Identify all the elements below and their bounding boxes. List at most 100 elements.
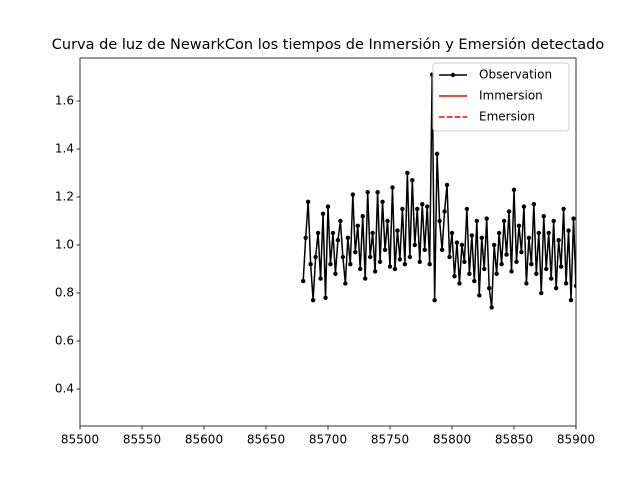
data-point [509, 269, 514, 274]
data-point [449, 230, 455, 236]
data-point [459, 242, 465, 248]
x-tick-label: 85500 [61, 433, 99, 447]
x-tick-label: 85900 [557, 433, 595, 447]
data-point [539, 290, 544, 296]
data-point [343, 281, 348, 286]
data-point [358, 266, 363, 272]
data-point [325, 204, 331, 209]
data-point [571, 216, 576, 221]
data-point [417, 259, 422, 265]
data-point [484, 216, 489, 221]
data-point [553, 286, 559, 291]
x-tick-label: 85850 [495, 433, 533, 447]
data-point [370, 230, 375, 236]
data-point [561, 206, 566, 212]
data-point [514, 259, 519, 265]
y-tick-label: 1.2 [55, 189, 74, 203]
data-point [531, 201, 537, 207]
data-point [477, 293, 482, 298]
x-tick-label: 85700 [309, 433, 347, 447]
data-point [489, 305, 494, 310]
data-point [372, 269, 378, 274]
data-point [454, 240, 460, 245]
data-point [365, 189, 370, 195]
data-point [425, 204, 430, 209]
data-point [350, 192, 355, 197]
data-point [405, 170, 410, 176]
data-point [340, 254, 346, 260]
data-point [348, 262, 353, 267]
data-point [420, 201, 425, 207]
data-point [313, 254, 318, 260]
data-point [422, 247, 427, 253]
data-point [566, 228, 571, 233]
y-tick-label: 1.0 [55, 238, 74, 252]
data-point [412, 242, 417, 248]
data-point [315, 230, 321, 236]
data-point [501, 218, 507, 224]
data-point [355, 223, 360, 228]
data-point [323, 295, 328, 301]
data-point [330, 230, 336, 236]
data-point [546, 230, 551, 236]
data-point [303, 235, 308, 240]
x-tick-label: 85550 [123, 433, 161, 447]
data-point [375, 189, 380, 195]
data-point [382, 247, 388, 253]
data-point [479, 235, 484, 240]
data-point [407, 254, 413, 260]
data-point [380, 199, 385, 204]
data-point [534, 271, 539, 277]
data-point [524, 281, 529, 286]
data-point [462, 259, 467, 265]
y-tick-label: 1.6 [55, 93, 74, 107]
data-point [402, 262, 408, 267]
y-tick-label: 0.6 [55, 334, 74, 348]
data-point [367, 254, 373, 260]
data-point [415, 206, 420, 212]
data-point [338, 218, 343, 224]
data-point [551, 218, 556, 224]
data-point [439, 247, 445, 253]
data-point [521, 204, 527, 209]
data-point [568, 298, 574, 303]
data-point [467, 271, 472, 277]
data-point [301, 278, 306, 284]
data-point [563, 281, 569, 286]
data-point [387, 264, 393, 269]
data-point [308, 262, 313, 267]
plot-area [301, 72, 576, 310]
legend-label: Emersion [479, 110, 535, 124]
data-point [305, 199, 311, 204]
data-point [353, 250, 358, 255]
data-point [504, 252, 509, 257]
data-point [457, 281, 462, 286]
data-point [434, 151, 440, 156]
data-point [516, 223, 522, 228]
data-point [400, 206, 405, 212]
legend-marker [450, 72, 456, 78]
data-point [397, 257, 403, 262]
data-point [474, 218, 479, 224]
data-point [392, 266, 398, 272]
data-point [529, 262, 534, 267]
data-point [496, 230, 502, 236]
data-point [472, 278, 477, 284]
data-point [444, 182, 450, 188]
data-point [519, 250, 524, 255]
data-point [506, 209, 512, 214]
data-point [320, 211, 326, 216]
data-point [318, 276, 323, 281]
y-tick-label: 1.4 [55, 141, 74, 155]
data-point [511, 187, 517, 192]
chart-title: Curva de luz de NewarkCon los tiempos de… [52, 37, 605, 53]
y-tick-label: 0.4 [55, 382, 74, 396]
legend-label: Immersion [479, 89, 543, 103]
data-point [541, 213, 546, 219]
data-point [556, 237, 561, 243]
data-point [442, 209, 447, 214]
data-point [410, 177, 415, 183]
data-point [526, 235, 532, 240]
data-point [328, 262, 333, 267]
data-point [452, 274, 457, 279]
